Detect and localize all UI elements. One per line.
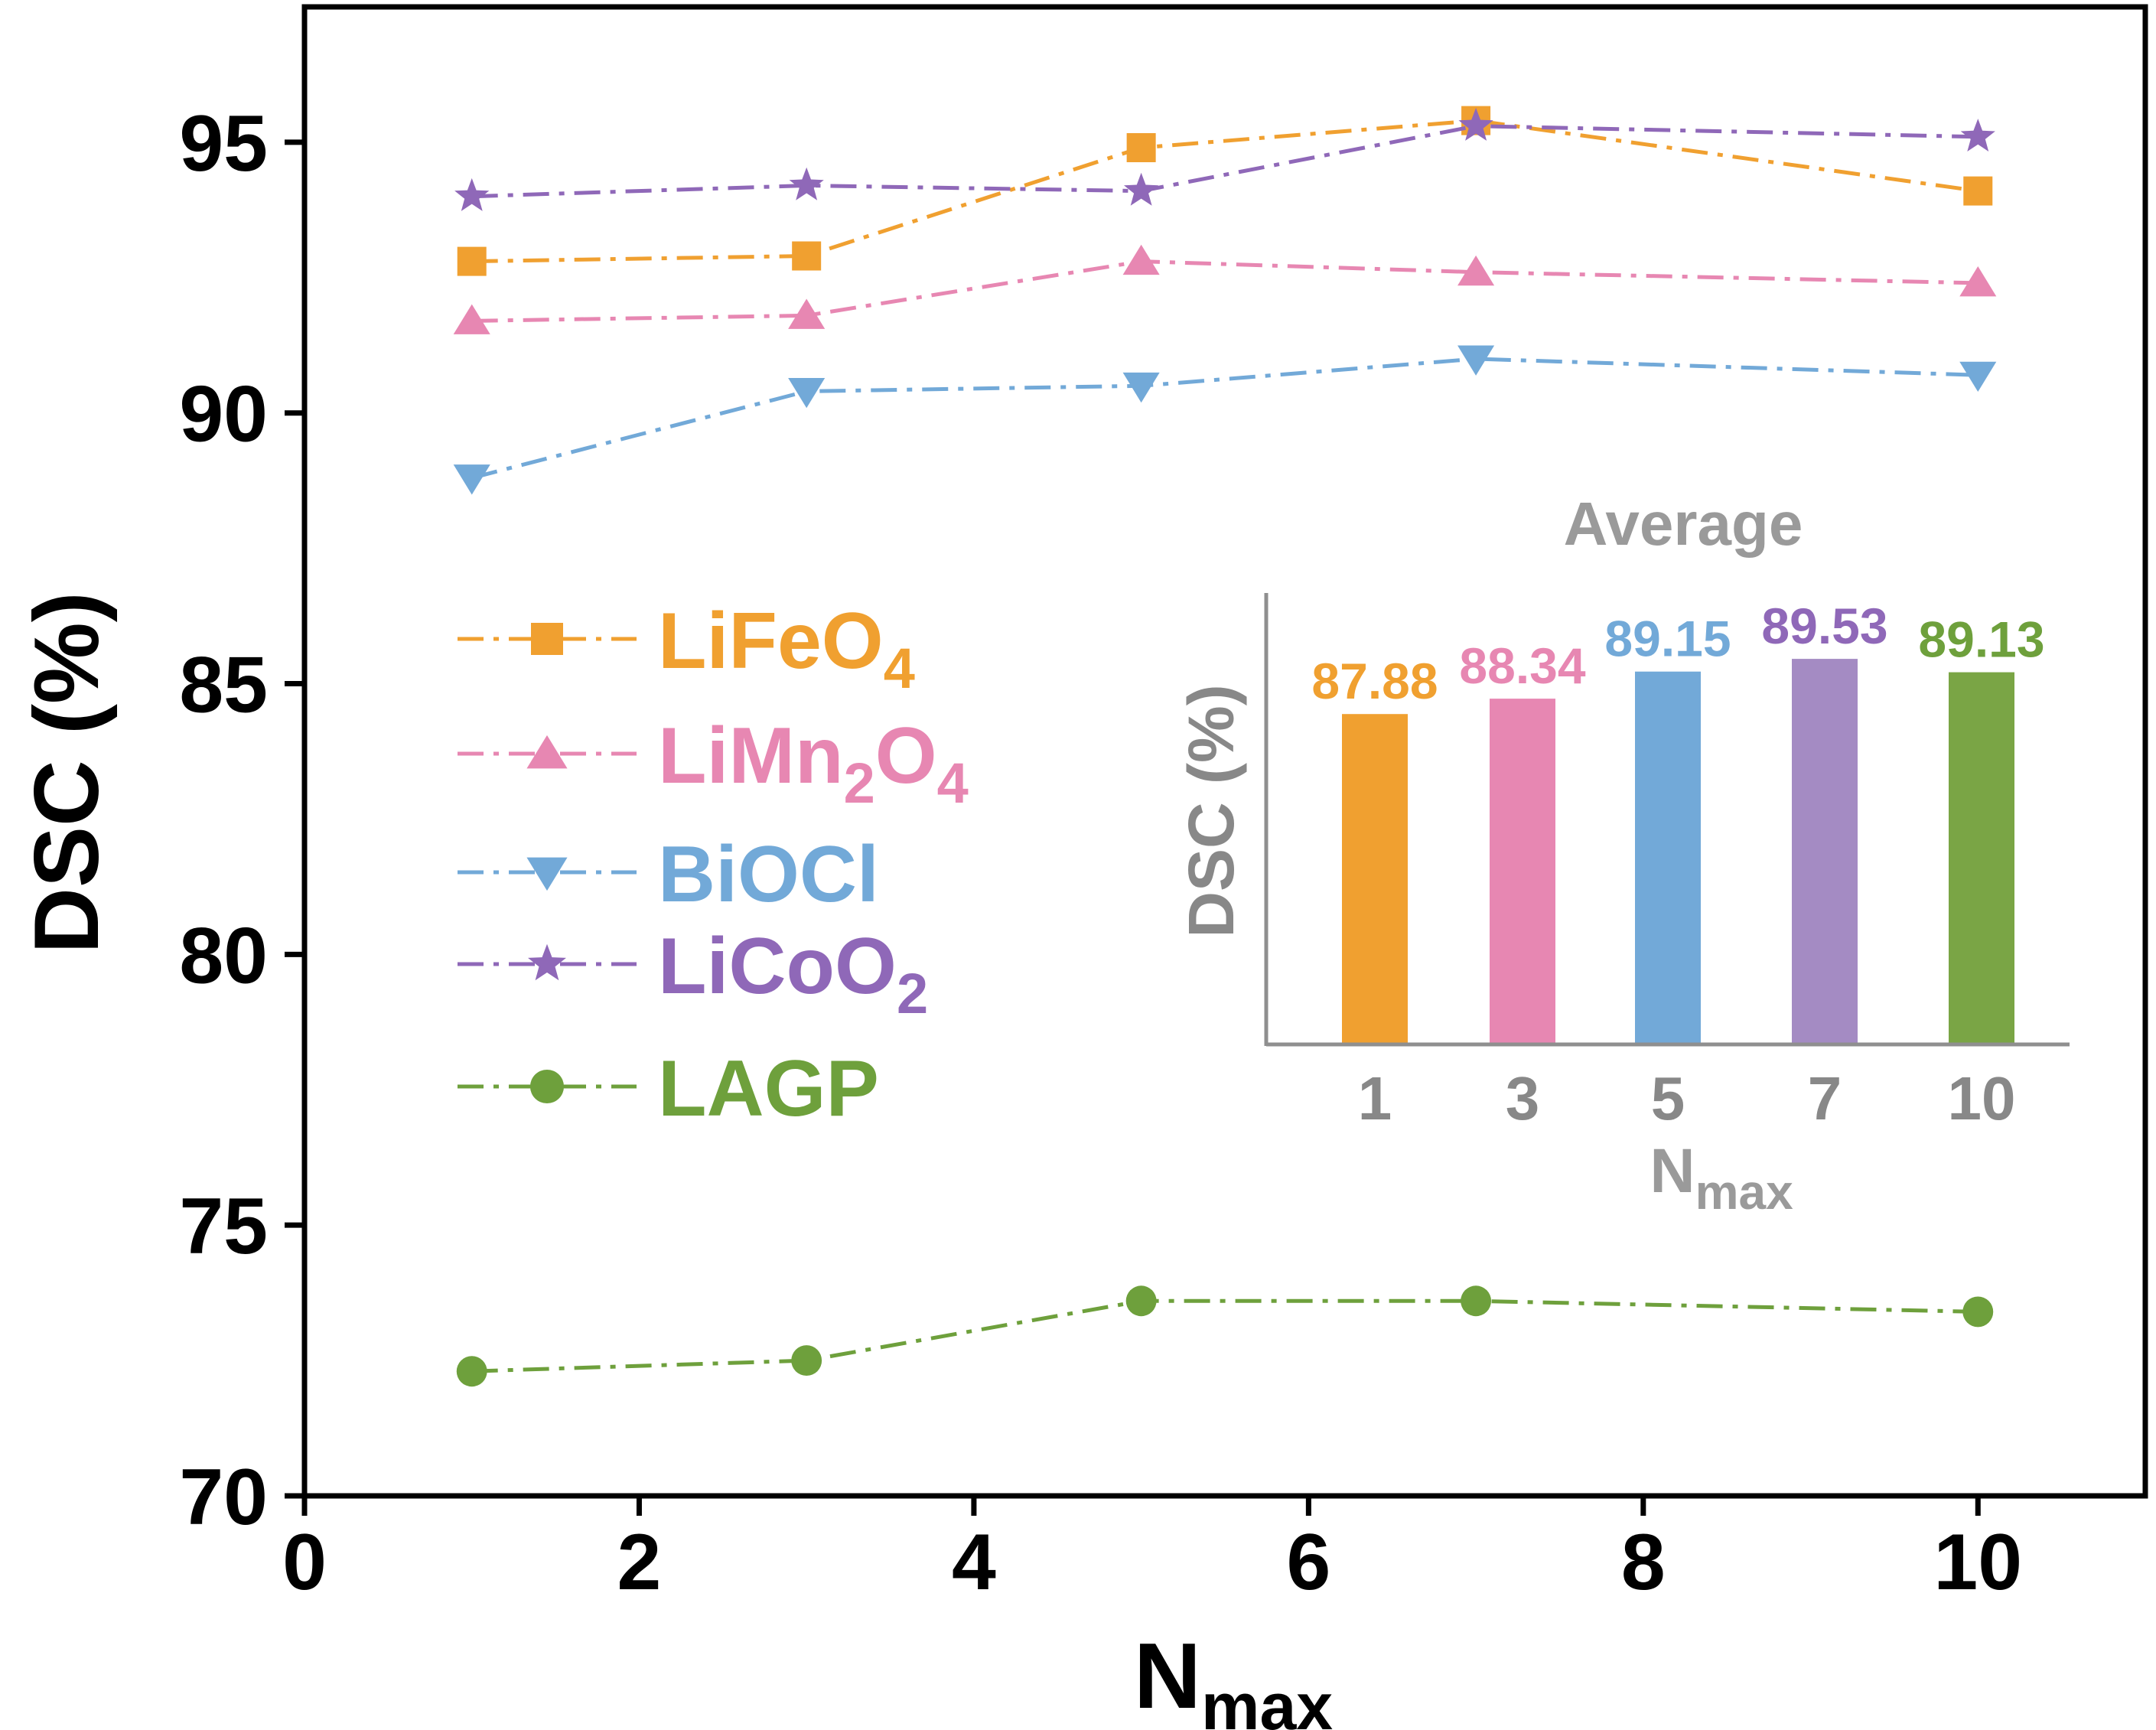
triangle-down-marker <box>788 377 826 409</box>
triangle-up-marker <box>1457 255 1495 286</box>
triangle-up-marker <box>453 304 490 334</box>
inset-value-label: 89.53 <box>1761 598 1887 654</box>
inset-x-axis-title-main: N <box>1650 1136 1695 1206</box>
triangle-down-marker <box>526 857 568 891</box>
star-marker <box>528 943 566 981</box>
inset-category-label: 3 <box>1506 1064 1540 1132</box>
x-axis-title: Nmax <box>1134 1624 1333 1730</box>
x-tick-label: 8 <box>1621 1518 1666 1607</box>
inset-category-label: 7 <box>1808 1064 1842 1132</box>
star-marker <box>1124 172 1159 206</box>
series-line <box>471 259 1979 323</box>
inset-value-label: 89.13 <box>1918 611 2044 668</box>
y-tick-label: 85 <box>179 641 268 730</box>
square-marker <box>531 623 563 655</box>
legend-label: LiCoO2 <box>658 922 928 1025</box>
legend-label: BiOCl <box>658 830 879 919</box>
legend-label-text: BiOCl <box>658 830 879 919</box>
inset-category-label: 5 <box>1651 1064 1685 1132</box>
inset-x-axis-title: Nmax <box>1650 1136 1793 1220</box>
circle-marker <box>1125 1285 1157 1317</box>
x-tick-label: 10 <box>1933 1518 2022 1607</box>
circle-marker <box>791 1345 822 1377</box>
inset-x-axis-title-subscript: max <box>1695 1165 1794 1220</box>
circle-marker <box>529 1069 565 1104</box>
star-marker <box>1960 119 1995 151</box>
legend-label: LiFeO4 <box>658 597 915 700</box>
inset-bar-10 <box>1949 672 2014 1044</box>
legend-label: LiMn2O4 <box>658 712 969 815</box>
triangle-up-marker <box>1959 266 1997 297</box>
legend-label: LAGP <box>658 1044 879 1133</box>
square-marker <box>792 241 822 271</box>
inset-bar-3 <box>1490 699 1555 1044</box>
x-axis-title-main: N <box>1134 1624 1201 1728</box>
star-marker <box>789 167 824 200</box>
x-tick-label: 2 <box>617 1518 662 1607</box>
legend-label-subscript: 4 <box>937 751 969 815</box>
triangle-down-marker <box>1959 361 1997 393</box>
triangle-up-marker <box>788 298 826 329</box>
square-marker <box>457 246 487 276</box>
series-line <box>471 357 1979 481</box>
circle-marker <box>456 1356 487 1387</box>
inset-bar-7 <box>1792 659 1858 1044</box>
triangle-up-marker <box>526 735 568 769</box>
legend-label-subscript: 2 <box>844 751 875 815</box>
y-tick-label: 95 <box>179 99 268 188</box>
triangle-down-marker <box>1457 345 1495 376</box>
y-tick-label: 90 <box>179 370 268 459</box>
legend-item: BiOCl <box>458 830 879 919</box>
inset-value-label: 87.88 <box>1311 653 1438 709</box>
legend-label-subscript: 2 <box>897 962 928 1025</box>
main-series <box>453 106 1997 1387</box>
legend-label-text: LiCoO <box>658 922 897 1011</box>
inset-bar-1 <box>1342 714 1408 1044</box>
circle-marker <box>1962 1296 1994 1328</box>
triangle-up-marker <box>1122 244 1160 275</box>
inset-category-label: 10 <box>1948 1064 2016 1132</box>
inset-value-label: 88.34 <box>1459 637 1585 694</box>
legend-label-text: LiFeO <box>658 597 884 686</box>
inset-bar-5 <box>1635 671 1701 1044</box>
star-marker <box>454 178 490 211</box>
x-tick-label: 4 <box>952 1518 996 1607</box>
inset-title: Average <box>1564 490 1803 558</box>
legend-item: LAGP <box>458 1044 879 1133</box>
legend-item: LiMn2O4 <box>458 712 969 815</box>
y-tick-label: 70 <box>179 1453 268 1542</box>
x-tick-label: 6 <box>1286 1518 1330 1607</box>
series-line <box>471 1298 1979 1373</box>
legend-label-text: LAGP <box>658 1044 879 1133</box>
y-tick-label: 75 <box>179 1182 268 1271</box>
series-lagp <box>456 1285 1994 1387</box>
square-marker <box>1126 132 1156 162</box>
legend-item: LiFeO4 <box>458 597 915 700</box>
inset-value-label: 89.15 <box>1604 611 1731 667</box>
inset-category-label: 1 <box>1358 1064 1392 1132</box>
x-tick-label: 0 <box>282 1518 327 1607</box>
series-biocl <box>453 345 1997 495</box>
series-limn <box>453 244 1997 334</box>
inset-average-bar-chart: Average 87.88 1 88.34 3 89.15 5 89.53 7 89.13 10 DS… <box>1175 490 2070 1220</box>
plot-frame <box>301 4 2148 1499</box>
triangle-down-marker <box>453 464 490 495</box>
circle-marker <box>1461 1285 1492 1317</box>
legend-label-text: O <box>875 712 937 800</box>
series-licoo <box>454 107 1995 211</box>
star-marker <box>1458 107 1493 141</box>
x-axis-title-subscript: max <box>1201 1670 1333 1730</box>
legend-label-text: LiMn <box>658 712 844 800</box>
square-marker <box>1963 176 1993 206</box>
y-tick-label: 80 <box>179 911 268 1000</box>
legend-item: LiCoO2 <box>458 922 928 1025</box>
legend-label-subscript: 4 <box>884 637 915 700</box>
y-axis-title: DSC (%) <box>15 591 118 953</box>
triangle-down-marker <box>1122 372 1160 403</box>
inset-y-axis-title: DSC (%) <box>1175 684 1247 937</box>
